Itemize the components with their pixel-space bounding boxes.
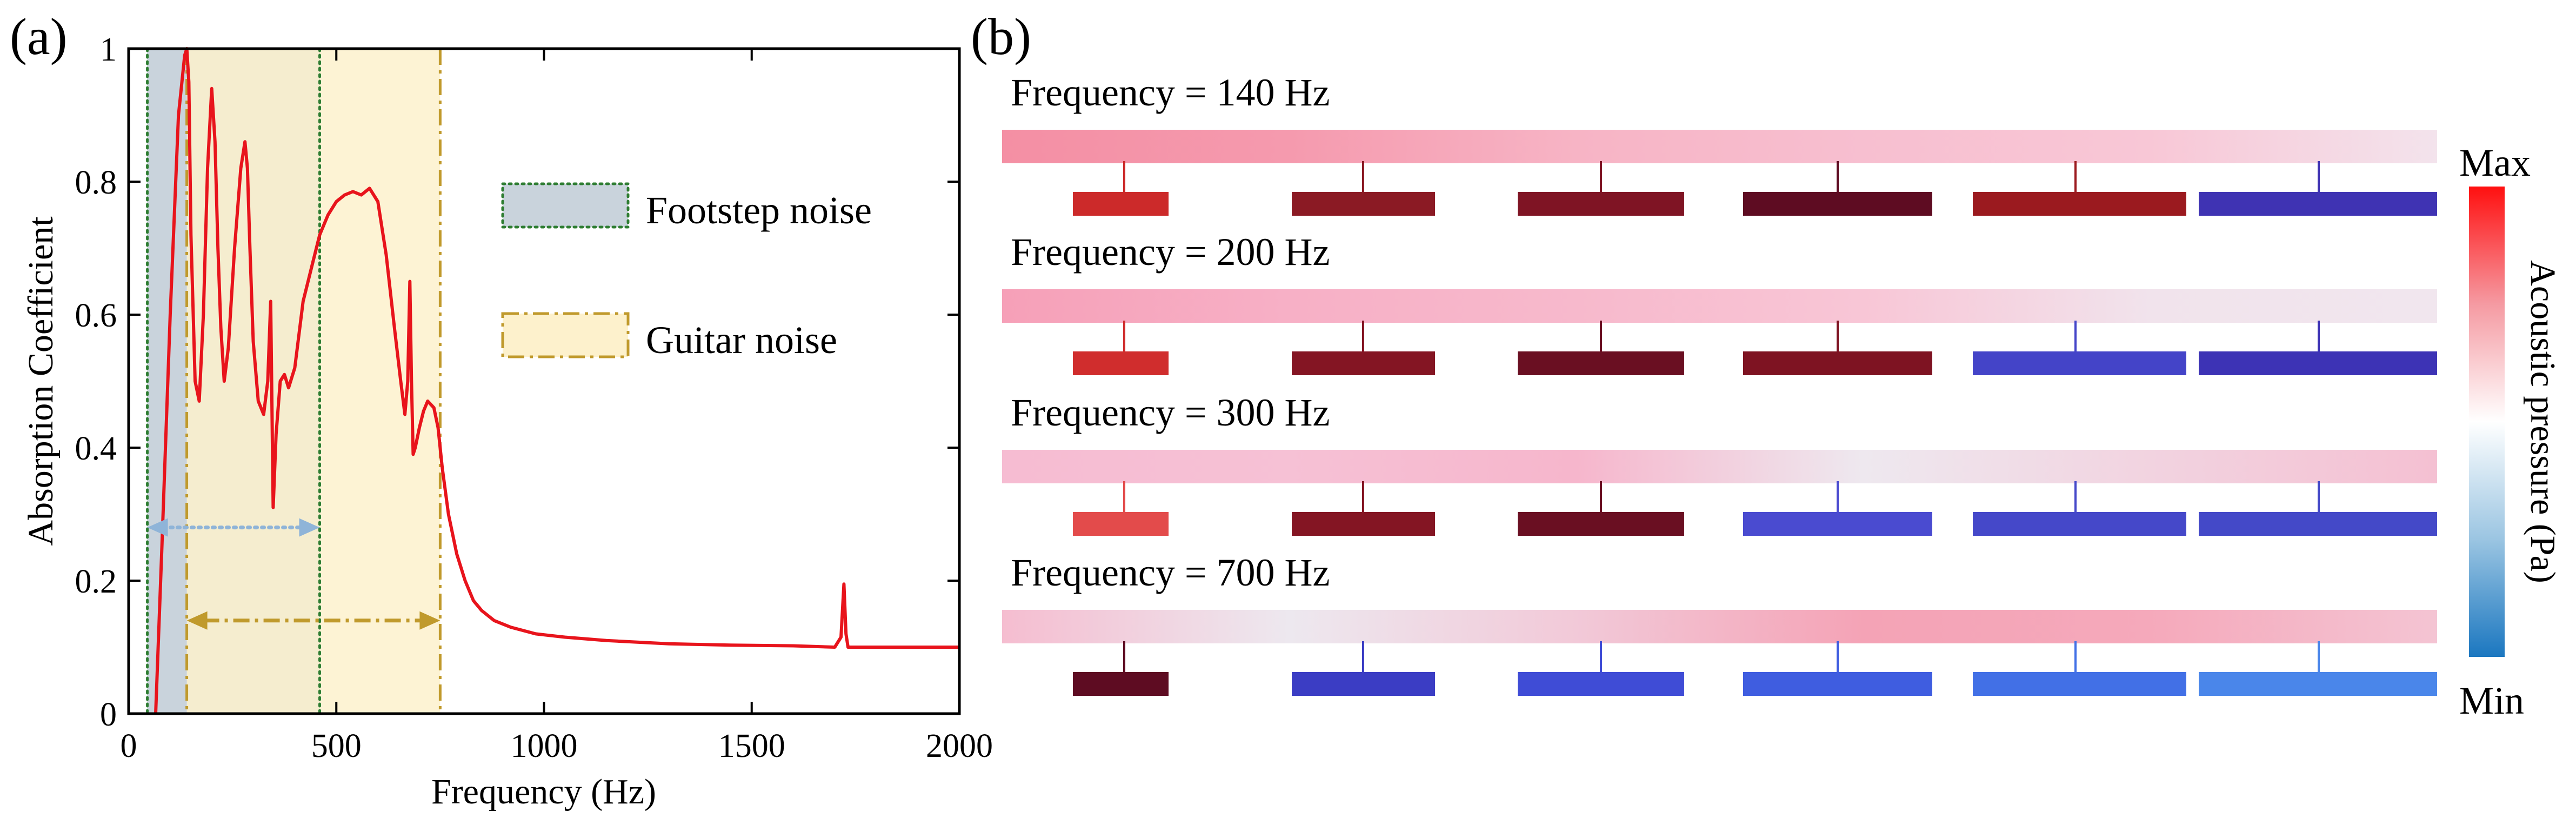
frequency-row: Frequency = 300 Hz	[1002, 391, 2437, 536]
legend-footstep-text: Footstep noise	[646, 189, 872, 232]
resonator-cavity	[1292, 512, 1435, 536]
x-tick-label: 1500	[718, 728, 785, 764]
resonator-cavity	[1973, 672, 2186, 696]
footstep-range-arrow-head-left	[147, 518, 168, 537]
frequency-row: Frequency = 140 Hz	[1002, 71, 2437, 216]
y-tick-label: 0.4	[75, 430, 117, 467]
frequency-row-label: Frequency = 300 Hz	[1011, 391, 1330, 434]
x-tick-label: 1000	[511, 728, 578, 764]
resonator-cavity	[1292, 192, 1435, 216]
resonator-cavity	[1973, 512, 2186, 536]
y-tick-label: 1	[100, 31, 117, 68]
resonator-cavity	[1743, 351, 1932, 375]
colorbar: Max Min Acoustic pressure (Pa)	[2459, 141, 2562, 722]
footstep-range-arrow-head-right	[299, 518, 320, 537]
resonator-cavity	[1518, 351, 1684, 375]
resonator-cavity	[1743, 512, 1932, 536]
legend-guitar-swatch	[501, 312, 630, 358]
y-tick-label: 0.2	[75, 563, 117, 600]
frequency-row-label: Frequency = 140 Hz	[1011, 71, 1330, 114]
resonator-cavity	[1073, 351, 1169, 375]
absorption-series	[154, 47, 959, 714]
resonator-cavity	[1073, 512, 1169, 536]
frequency-row-label: Frequency = 200 Hz	[1011, 230, 1330, 274]
panel-a-label: (a)	[10, 8, 68, 65]
absorption-line	[154, 47, 959, 714]
resonator-cavity	[1973, 192, 2186, 216]
waveguide-pipe	[1002, 289, 2437, 323]
range-arrows	[147, 518, 441, 630]
legend-guitar-text: Guitar noise	[646, 318, 837, 362]
frequency-row: Frequency = 700 Hz	[1002, 551, 2437, 696]
y-axis-ticks: 0 0.2 0.4 0.6 0.8 1	[75, 31, 959, 733]
resonator-cavity	[2199, 351, 2437, 375]
resonator-cavity	[1292, 351, 1435, 375]
legend: Footstep noise Guitar noise	[501, 182, 872, 362]
resonator-cavity	[2199, 192, 2437, 216]
colorbar-gradient	[2469, 187, 2505, 657]
resonator-cavity	[1518, 512, 1684, 536]
resonator-cavity	[1073, 672, 1169, 696]
panel-a-chart: (a) 0 500 1000 1500 2000 0 0.2 0.4 0.6 0.8 1 Freq…	[10, 8, 993, 812]
x-tick-label: 500	[311, 728, 362, 764]
guitar-range-arrow-head-right	[419, 611, 441, 630]
colorbar-min-label: Min	[2459, 679, 2524, 722]
guitar-noise-region	[186, 49, 441, 714]
resonator-cavity	[2199, 512, 2437, 536]
legend-footstep-swatch	[501, 182, 630, 229]
y-axis-label: Absorption Coefficient	[21, 216, 61, 546]
x-tick-label: 0	[121, 728, 137, 764]
waveguide-pipe	[1002, 130, 2437, 163]
y-tick-label: 0.8	[75, 164, 117, 201]
y-tick-label: 0	[100, 696, 117, 733]
x-axis-label: Frequency (Hz)	[431, 772, 656, 812]
frequency-row-label: Frequency = 700 Hz	[1011, 551, 1330, 594]
colorbar-title: Acoustic pressure (Pa)	[2523, 260, 2562, 583]
x-axis-ticks: 0 500 1000 1500 2000	[121, 49, 993, 764]
panel-b-label: (b)	[971, 8, 1031, 65]
frequency-rows: Frequency = 140 Hz Frequency = 200 Hz Freq…	[1002, 71, 2437, 696]
waveguide-pipe	[1002, 610, 2437, 643]
resonator-cavity	[2199, 672, 2437, 696]
panel-b-pressure-maps: (b) Frequency = 140 Hz Frequency = 200 Hz…	[971, 8, 2562, 722]
resonator-cavity	[1743, 672, 1932, 696]
resonator-cavity	[1073, 192, 1169, 216]
resonator-cavity	[1518, 672, 1684, 696]
colorbar-max-label: Max	[2459, 141, 2531, 184]
resonator-cavity	[1743, 192, 1932, 216]
x-tick-label: 2000	[926, 728, 993, 764]
guitar-range-arrow-head-left	[186, 611, 208, 630]
resonator-cavity	[1292, 672, 1435, 696]
resonator-cavity	[1518, 192, 1684, 216]
y-tick-label: 0.6	[75, 297, 117, 334]
frequency-row: Frequency = 200 Hz	[1002, 230, 2437, 375]
resonator-cavity	[1973, 351, 2186, 375]
waveguide-pipe	[1002, 450, 2437, 483]
